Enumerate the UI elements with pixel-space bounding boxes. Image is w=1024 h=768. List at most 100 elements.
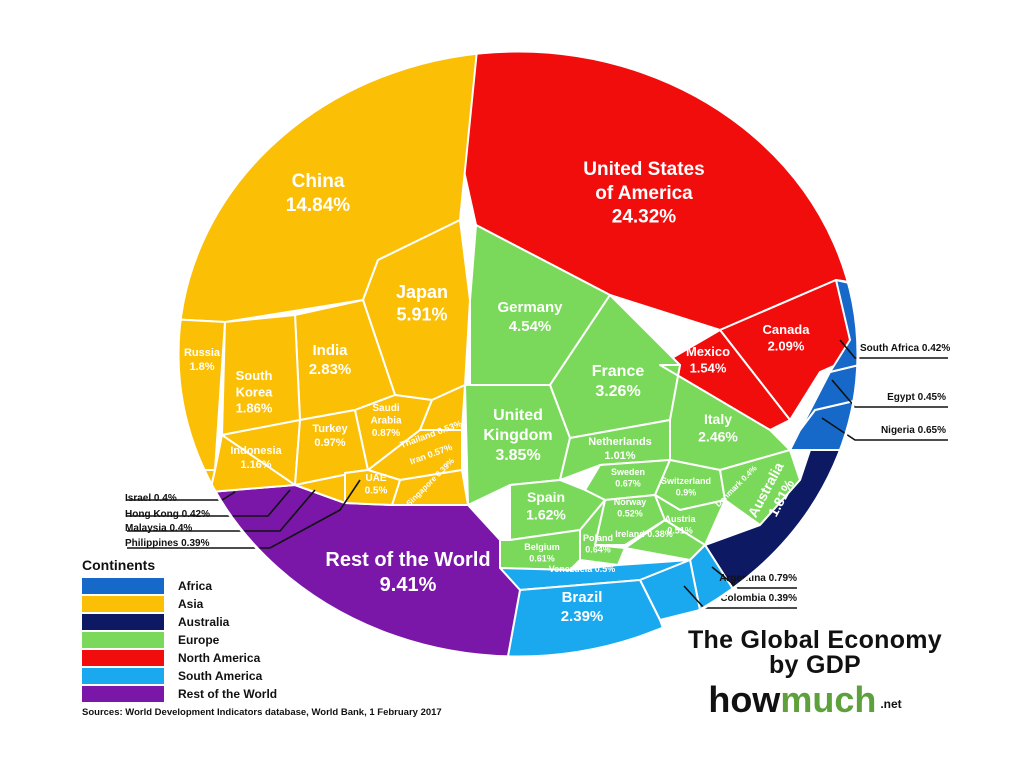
callout-egypt: Egypt 0.45% [887, 392, 946, 403]
label-name-line: of America [595, 183, 693, 204]
label-value: 2.09% [768, 338, 805, 353]
label-value: 3.26% [595, 383, 640, 400]
label-canada: Canada 2.09% [763, 322, 811, 353]
label-value: 3.85% [495, 447, 540, 464]
label-value: 1.62% [526, 507, 566, 523]
logo-accent: much [780, 679, 877, 720]
branding: The Global Economy by GDP howmuch .net [680, 628, 950, 724]
label-italy: Italy 2.46% [698, 411, 738, 445]
legend-item-africa: Africa [82, 577, 342, 595]
label-value: 0.52% [617, 508, 643, 518]
sources-note: Sources: World Development Indicators da… [82, 707, 442, 718]
label-value: 5.91% [396, 305, 447, 325]
cell-russia [178, 317, 226, 471]
label-text: Venezuela 0.5% [549, 564, 616, 574]
legend-label: Rest of the World [178, 687, 278, 701]
label-name-line: United States [583, 159, 704, 180]
label-value: 0.5% [365, 486, 388, 497]
label-name-line: Kingdom [483, 427, 552, 444]
label-value: 4.54% [509, 318, 552, 335]
label-belgium: Belgium 0.61% [524, 542, 560, 563]
label-name-line: India [312, 342, 348, 359]
legend-item-south-america: South America [82, 667, 342, 685]
label-name-line: Poland [583, 533, 613, 543]
cell-philippines [344, 469, 401, 506]
label-germany: Germany 4.54% [497, 299, 563, 335]
label-norway: Norway 0.52% [614, 497, 647, 518]
label-value: 1.86% [236, 401, 273, 416]
label-name-line: Saudi [372, 403, 399, 414]
label-poland: Poland 0.64% [583, 533, 613, 554]
label-value: 0.67% [615, 478, 641, 488]
label-value: 0.9% [676, 487, 697, 497]
legend-swatch [82, 650, 164, 666]
label-venezuela: Venezuela 0.5% [549, 564, 616, 574]
label-united-kingdom: United Kingdom 3.85% [483, 407, 552, 464]
label-value: 24.32% [612, 207, 677, 228]
leader-line-argentina [711, 566, 797, 589]
legend-swatch [82, 668, 164, 684]
label-name-line: Norway [614, 497, 647, 507]
label-netherlands: Netherlands 1.01% [588, 436, 652, 462]
callout-colombia: Colombia 0.39% [720, 593, 797, 604]
label-name-line: Russia [184, 347, 221, 359]
cell-egypt [799, 359, 858, 431]
callout-south-africa: South Africa 0.42% [860, 343, 950, 354]
legend-label: Asia [178, 597, 204, 611]
label-name-line: Mexico [686, 344, 730, 359]
label-brazil: Brazil 2.39% [561, 589, 604, 625]
label-value: 0.97% [314, 437, 345, 449]
label-name-line: Belgium [524, 542, 560, 552]
label-value: 0.61% [529, 553, 555, 563]
legend-label: Europe [178, 633, 220, 647]
label-name-line: Korea [236, 384, 274, 399]
cell-austria [654, 494, 726, 546]
legend-label: Australia [178, 615, 230, 629]
howmuch-logo: howmuch .net [708, 680, 901, 724]
label-india: India 2.83% [309, 342, 352, 378]
label-name-line: China [292, 171, 345, 192]
legend-label: Africa [178, 579, 213, 593]
label-austria: Austria 0.51% [664, 514, 696, 535]
label-name-line: Netherlands [588, 436, 652, 448]
label-value: 2.46% [698, 429, 738, 445]
callout-malaysia: Malaysia 0.4% [125, 523, 192, 534]
logo-prefix: how [708, 679, 781, 720]
leader-line-south-africa [839, 339, 948, 359]
leader-line-philippines [127, 479, 361, 549]
label-value: 0.51% [667, 525, 693, 535]
label-value: 2.83% [309, 361, 352, 378]
label-switzerland: Switzerland 0.9% [661, 476, 711, 497]
legend-swatch [82, 596, 164, 612]
callout-hong-kong: Hong Kong 0.42% [125, 509, 210, 520]
label-name-line: Spain [527, 489, 565, 505]
label-value: 0.87% [372, 428, 400, 439]
chart-title: The Global Economy by GDP [687, 626, 943, 679]
label-russia: Russia 1.8% [184, 347, 221, 373]
label-name-line: Rest of the World [325, 549, 490, 571]
legend-label: South America [178, 669, 263, 683]
label-value: 1.54% [690, 360, 727, 375]
label-china: China 14.84% [286, 171, 351, 216]
label-turkey: Turkey 0.97% [312, 423, 348, 449]
leader-line-nigeria [821, 417, 948, 441]
label-value: 0.64% [585, 544, 611, 554]
callout-israel: Israel 0.4% [125, 493, 177, 504]
leader-line-israel [127, 491, 236, 501]
legend-label: North America [178, 651, 261, 665]
label-mexico: Mexico 1.54% [686, 344, 730, 375]
label-name-line: Sweden [611, 467, 645, 477]
oval-outline [176, 49, 860, 659]
label-value: 9.41% [380, 574, 437, 596]
legend: Continents Africa Asia Australia Europe Nort… [82, 557, 342, 703]
label-japan: Japan 5.91% [396, 282, 448, 325]
label-text: Ireland 0.38% [615, 529, 673, 539]
logo-suffix: .net [880, 697, 902, 711]
leader-line-malaysia [127, 489, 316, 532]
label-indonesia: Indonesia 1.16% [230, 445, 282, 471]
legend-swatch [82, 632, 164, 648]
cell-south-africa [829, 279, 858, 373]
callout-argentina: Argentina 0.79% [719, 573, 797, 584]
label-name-line: Japan [396, 282, 448, 302]
